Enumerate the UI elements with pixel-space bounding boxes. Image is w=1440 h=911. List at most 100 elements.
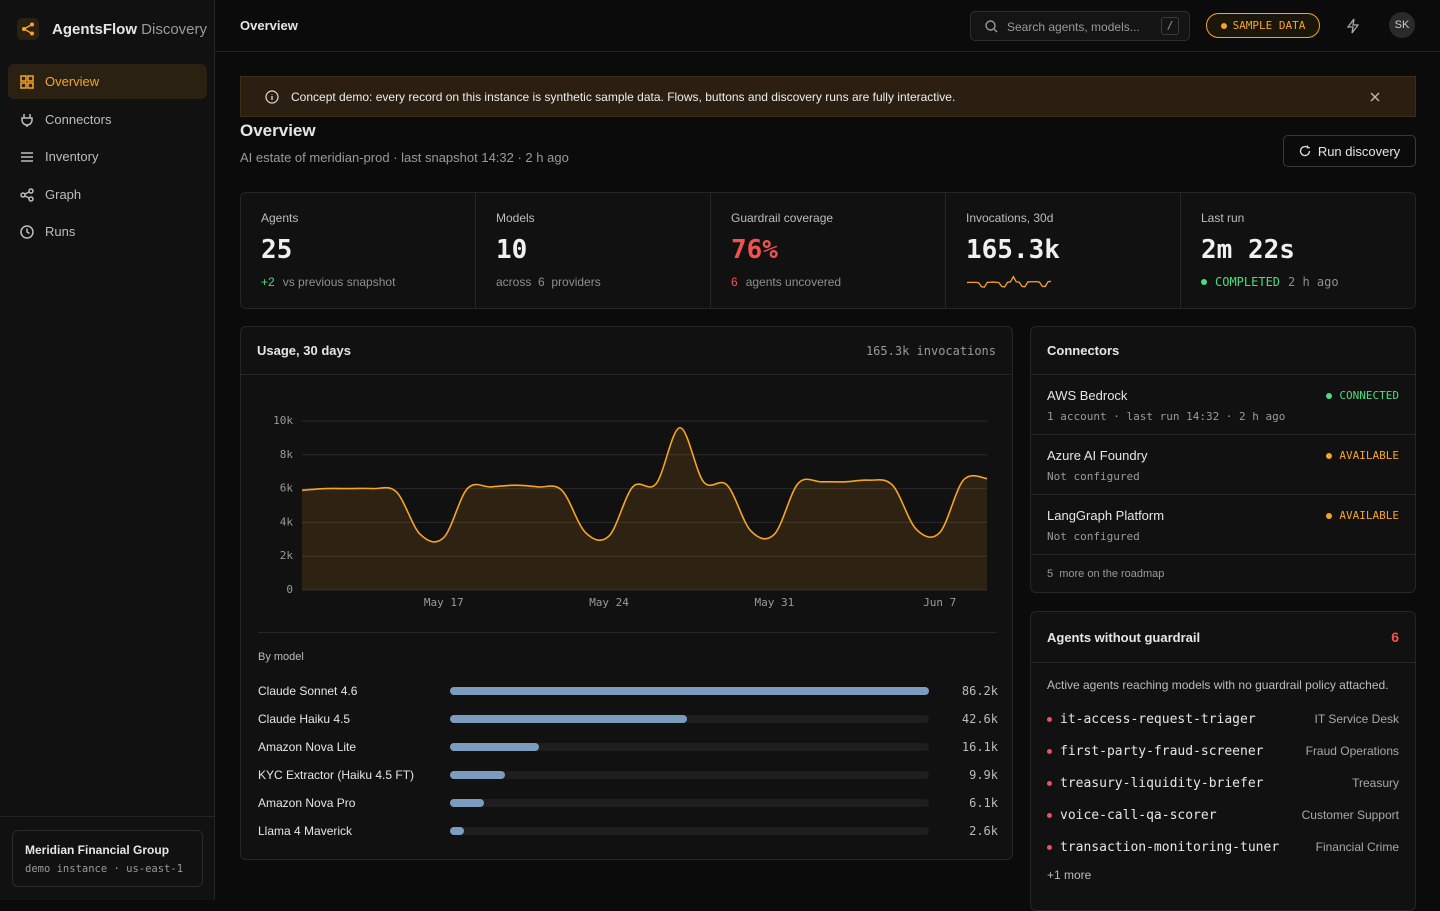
connector-row[interactable]: LangGraph Platform AVAILABLE Not configure…: [1031, 495, 1415, 555]
model-row: Amazon Nova Lite 16.1k: [258, 737, 998, 757]
model-row: Claude Sonnet 4.6 86.2k: [258, 681, 998, 701]
sparkline-line: [966, 275, 1052, 288]
search-placeholder: Search agents, models...: [1007, 20, 1140, 34]
model-row: Claude Haiku 4.5 42.6k: [258, 709, 998, 729]
y-tick-label: 8k: [280, 448, 294, 461]
panel-title: Agents without guardrail: [1047, 629, 1201, 645]
y-tick-label: 4k: [280, 515, 294, 528]
stat-note: across 6 providers: [496, 275, 601, 289]
org-name: Meridian Financial Group: [25, 843, 170, 857]
nav-label: Inventory: [45, 149, 99, 164]
agent-name: treasury-liquidity-briefer: [1047, 776, 1264, 791]
avatar[interactable]: SK: [1389, 12, 1415, 38]
brand-logo: [17, 18, 39, 40]
bar: [450, 771, 505, 779]
status-text: AVAILABLE: [1339, 509, 1399, 522]
stat-value: 25: [261, 235, 293, 265]
status-text: CONNECTED: [1339, 389, 1399, 402]
connector-name: AWS Bedrock: [1047, 388, 1128, 403]
sparkline: [966, 275, 1052, 288]
bolt-icon[interactable]: [1347, 18, 1359, 34]
stat: Last run 2m 22s COMPLETED 2 h ago: [1181, 193, 1415, 308]
stat-value: 2m 22s: [1201, 235, 1295, 265]
stat-value: 76%: [731, 235, 778, 265]
connector-row[interactable]: AWS Bedrock CONNECTED 1 account · last run…: [1031, 375, 1415, 435]
org-card[interactable]: Meridian Financial Group demo instance ·…: [12, 830, 203, 887]
bar: [450, 687, 929, 695]
agent-team: Treasury: [1352, 776, 1399, 790]
stat-label: Last run: [1201, 211, 1245, 225]
x-tick-label: May 24: [589, 596, 629, 609]
stat-delta: +2: [261, 275, 275, 289]
more-link[interactable]: +1 more: [1047, 868, 1092, 882]
nav-item[interactable]: Inventory: [8, 139, 207, 174]
divider: [0, 816, 214, 817]
nav-item[interactable]: Graph: [8, 177, 207, 212]
nav-item[interactable]: Connectors: [8, 102, 207, 137]
bar-value: 86.2k: [961, 684, 998, 698]
y-tick-label: 10k: [273, 414, 293, 427]
nav-label: Runs: [45, 224, 76, 239]
stat-label: Guardrail coverage: [731, 211, 834, 225]
agent-row[interactable]: first-party-fraud-screener Fraud Operatio…: [1047, 741, 1399, 761]
connector-name: Azure AI Foundry: [1047, 448, 1148, 463]
stat: Agents 25 +2 vs previous snapshot: [241, 193, 476, 308]
status-dot: [1326, 452, 1333, 459]
model-name: Amazon Nova Pro: [258, 796, 356, 810]
divider: [258, 632, 997, 633]
agent-row[interactable]: it-access-request-triager IT Service Desk: [1047, 709, 1399, 729]
connector-row[interactable]: Azure AI Foundry AVAILABLE Not configured: [1031, 435, 1415, 495]
panel-subtitle: 165.3k invocations: [865, 343, 996, 358]
usage-chart: 0 2k 4k 6k 8k 10k May 17 May 24 May 31 Jun 7: [273, 414, 988, 609]
close-button[interactable]: [1370, 92, 1380, 102]
bar-value: 6.1k: [969, 796, 998, 810]
panel-header: Agents without guardrail 6: [1031, 612, 1415, 663]
nav-label: Graph: [45, 187, 82, 202]
y-tick-label: 6k: [280, 482, 294, 495]
agent-name: transaction-monitoring-tuner: [1047, 840, 1279, 855]
sample-badge[interactable]: SAMPLE DATA: [1206, 13, 1320, 38]
search-shortcut: /: [1161, 17, 1179, 35]
search-box[interactable]: Search agents, models... /: [970, 11, 1190, 41]
connectors-footer[interactable]: 5 more on the roadmap: [1047, 568, 1165, 580]
model-name: Llama 4 Maverick: [258, 824, 353, 838]
stat-note: vs previous snapshot: [282, 275, 396, 289]
section-subtitle: AI estate of meridian-prod · last snapsh…: [240, 150, 569, 165]
bar-value: 9.9k: [969, 768, 998, 782]
refresh-icon: [1299, 145, 1310, 157]
banner-text: Concept demo: every record on this insta…: [291, 89, 956, 104]
nav-label: Connectors: [45, 112, 112, 127]
brand-name: AgentsFlow: [52, 21, 137, 38]
agent-team: Financial Crime: [1315, 840, 1399, 854]
bar: [450, 799, 484, 807]
page-title: Overview: [240, 18, 298, 33]
nav-item[interactable]: Runs: [8, 214, 207, 249]
nav-item[interactable]: Overview: [8, 64, 207, 99]
agent-row[interactable]: transaction-monitoring-tuner Financial Cr…: [1047, 837, 1399, 857]
x-tick-label: Jun 7: [923, 596, 956, 609]
bar-value: 42.6k: [961, 712, 998, 726]
button-label: Run discovery: [1317, 143, 1401, 159]
guardrail-panel: Agents without guardrail 6 Active agents …: [1030, 611, 1416, 911]
topbar: Overview Search agents, models... / SAMP…: [215, 0, 1440, 52]
agent-row[interactable]: treasury-liquidity-briefer Treasury: [1047, 773, 1399, 793]
status-dot: [1326, 392, 1333, 399]
model-name: Amazon Nova Lite: [258, 740, 357, 754]
sidebar: AgentsFlow Discovery Overview Connectors…: [0, 0, 215, 900]
status-text: AVAILABLE: [1339, 449, 1399, 462]
x-tick-label: May 31: [755, 596, 795, 609]
stat: Invocations, 30d 165.3k: [946, 193, 1181, 308]
model-name: Claude Haiku 4.5: [258, 712, 351, 726]
nav-label: Overview: [45, 74, 100, 89]
bar-track: [450, 799, 929, 807]
run-discovery-button[interactable]: Run discovery: [1283, 135, 1416, 167]
agent-row[interactable]: voice-call-qa-scorer Customer Support: [1047, 805, 1399, 825]
bar-track: [450, 715, 929, 723]
stat-count: 6: [731, 275, 738, 289]
connector-name: LangGraph Platform: [1047, 508, 1165, 523]
stat-label: Models: [496, 211, 535, 225]
connector-detail: 1 account · last run 14:32 · 2 h ago: [1047, 410, 1286, 423]
subsection-title: By model: [258, 651, 304, 663]
area-fill: [302, 427, 987, 590]
